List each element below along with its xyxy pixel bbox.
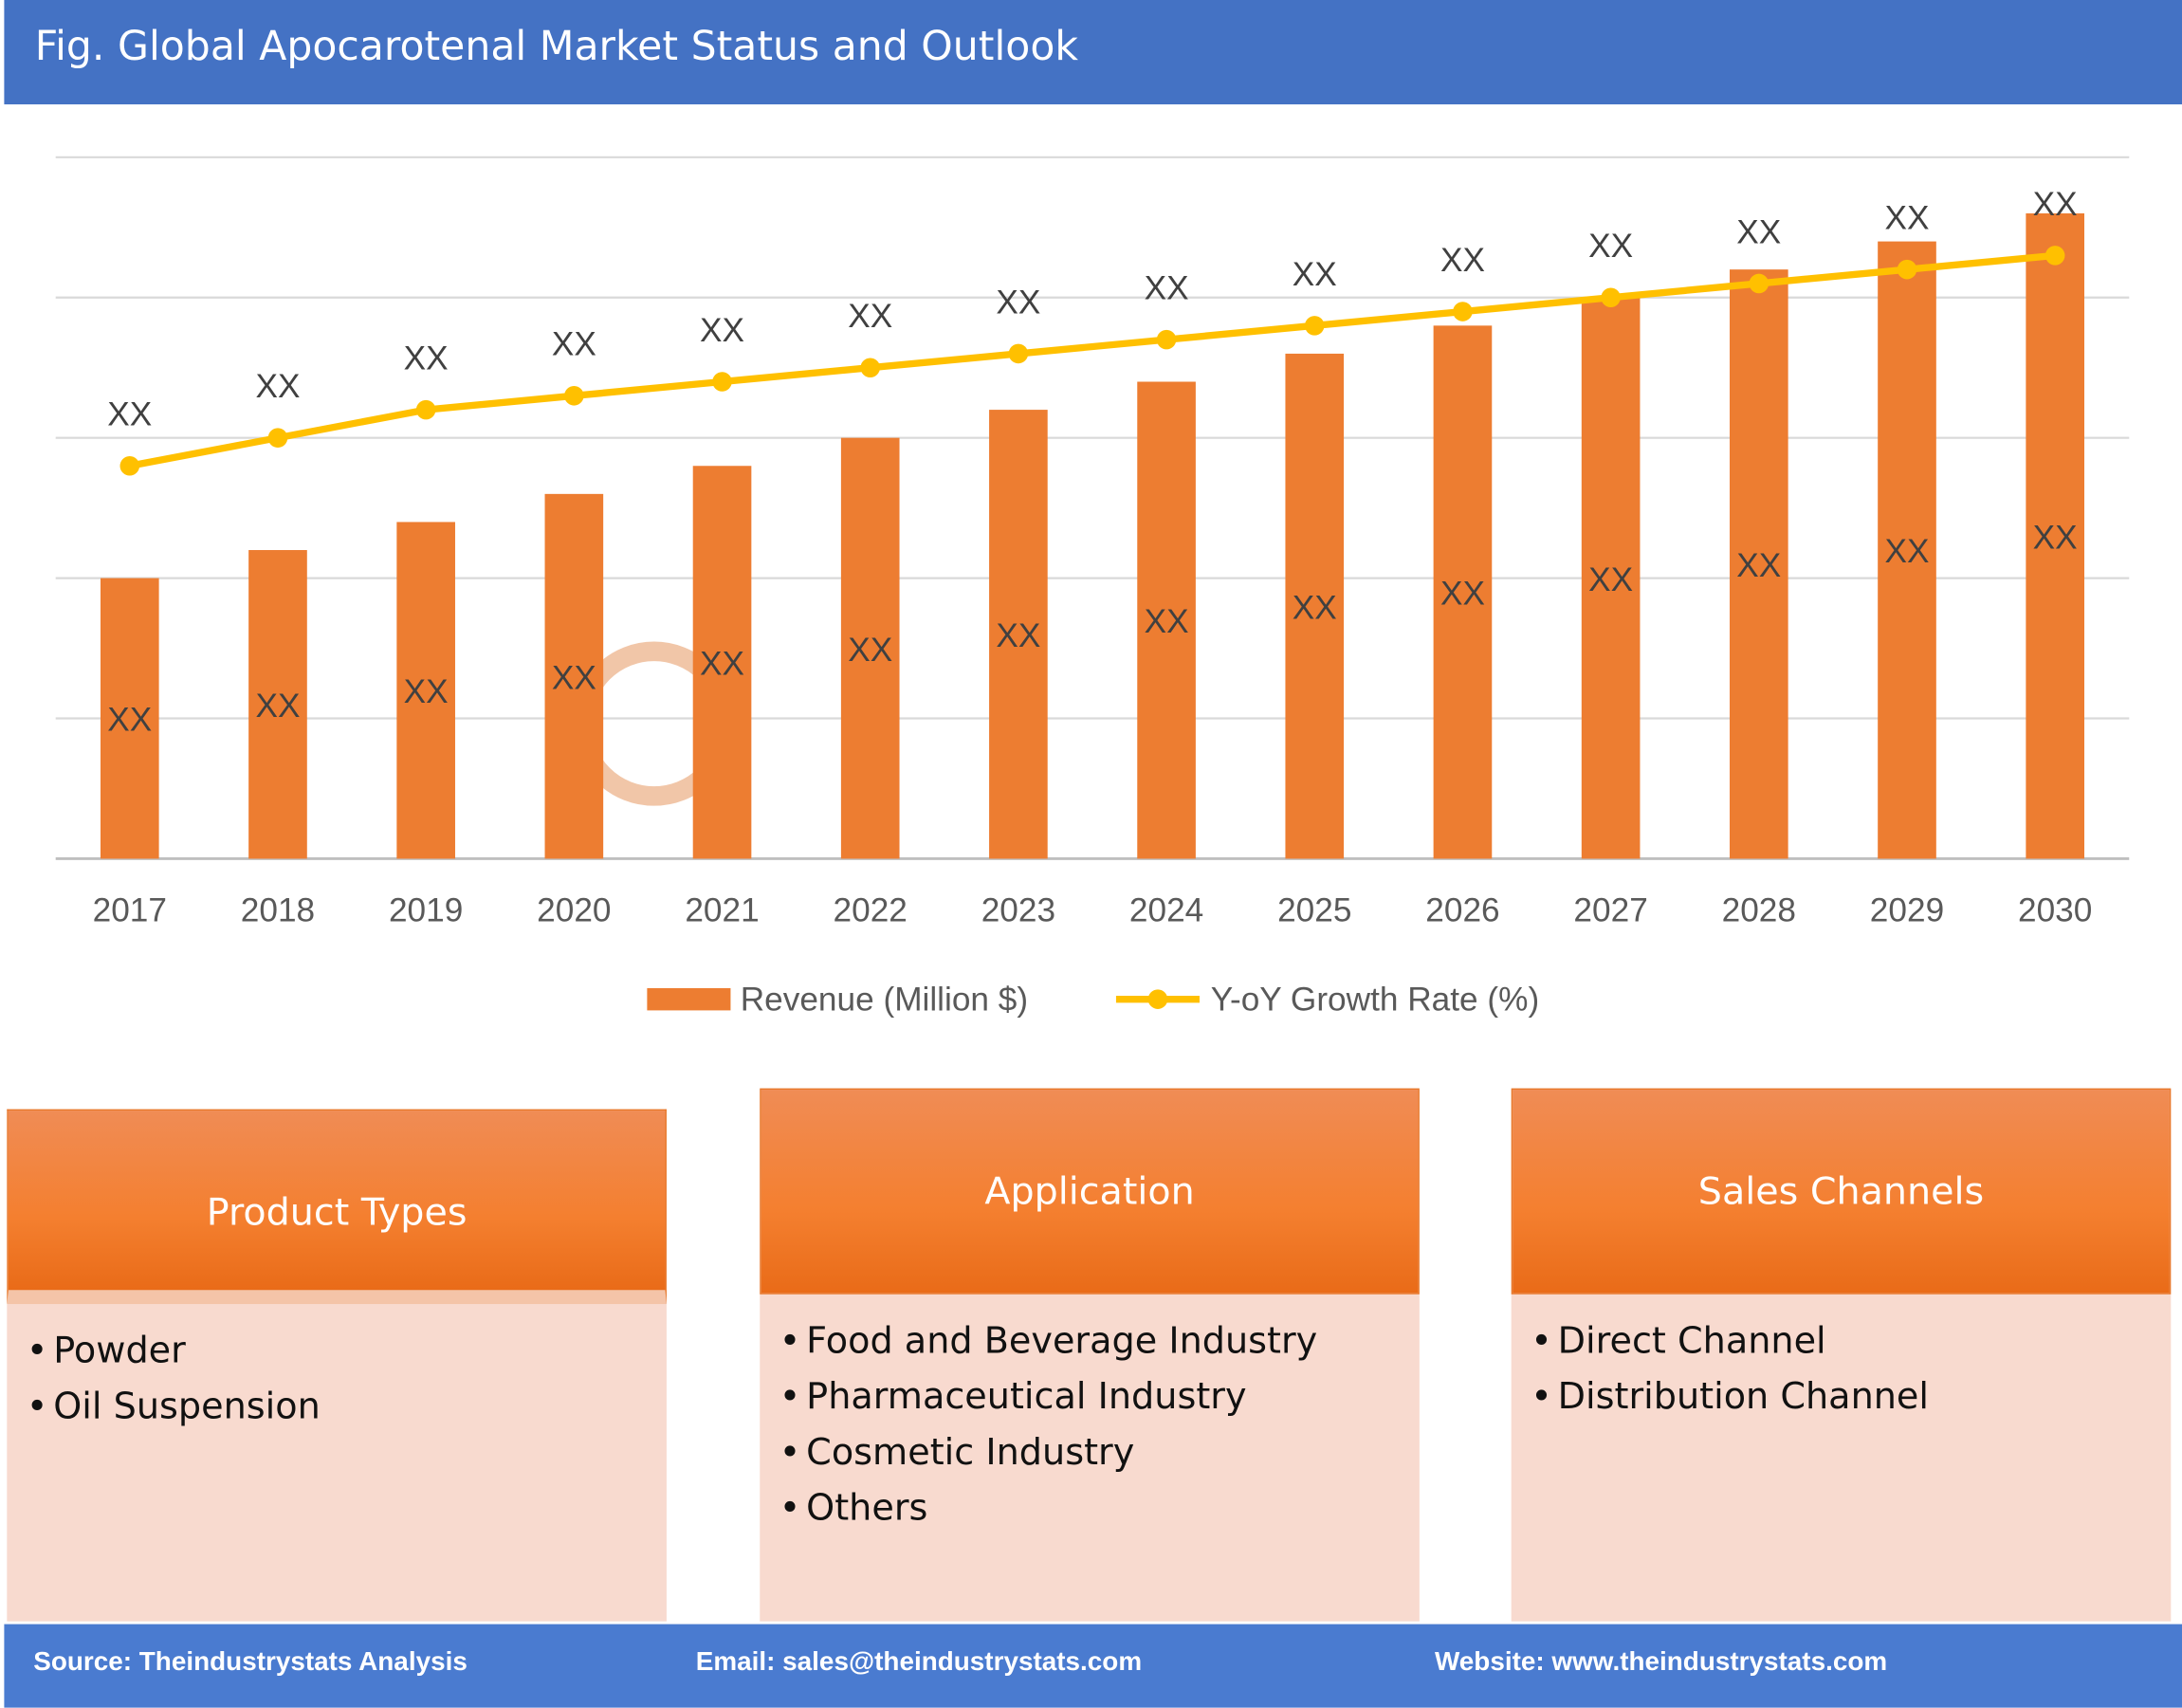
line-data-label: XX: [1145, 270, 1189, 307]
list-item: Others: [779, 1480, 1420, 1536]
line-data-label: XX: [848, 298, 892, 335]
line-data-label: XX: [107, 396, 152, 433]
bar-2029: [1878, 241, 1936, 859]
bar-data-label: XX: [1293, 589, 1337, 626]
line-data-label: XX: [2033, 186, 2078, 223]
growth-point-2019: [415, 399, 436, 420]
card-header: Application: [760, 1088, 1420, 1295]
x-tick-label: 2023: [981, 891, 1055, 928]
growth-point-2024: [1156, 329, 1177, 350]
card-application: Application Food and Beverage IndustryPh…: [760, 1088, 1420, 1622]
bar-data-label: XX: [1588, 561, 1633, 598]
bar-2021: [692, 466, 752, 859]
x-tick-label: 2017: [93, 891, 167, 928]
bar-2019: [396, 522, 455, 859]
footer-website[interactable]: Website: www.theindustrystats.com: [1434, 1647, 1888, 1678]
bar-2023: [989, 410, 1048, 859]
bar-2028: [1729, 269, 1788, 859]
bar-data-label: XX: [255, 688, 300, 725]
x-tick-label: 2025: [1277, 891, 1351, 928]
list-item: Direct Channel: [1531, 1313, 2171, 1369]
growth-point-2028: [1749, 273, 1769, 294]
list-item: Pharmaceutical Industry: [779, 1369, 1420, 1425]
bar-data-label: XX: [996, 617, 1040, 654]
list-item: Cosmetic Industry: [779, 1425, 1420, 1481]
line-data-label: XX: [552, 326, 596, 363]
growth-point-2020: [564, 386, 584, 406]
bar-2024: [1137, 381, 1196, 859]
list-item: Powder: [27, 1324, 667, 1380]
growth-point-2022: [860, 358, 880, 377]
growth-point-2029: [1897, 259, 1917, 280]
card-title: Application: [984, 1170, 1195, 1214]
list-item: Oil Suspension: [27, 1379, 667, 1435]
bar-data-label: XX: [1736, 547, 1781, 584]
x-tick-label: 2021: [685, 891, 759, 928]
bar-2027: [1581, 297, 1641, 859]
bar-data-label: XX: [1440, 576, 1485, 613]
card-header: Sales Channels: [1511, 1088, 2172, 1295]
chart: XX 2017 XX 2018 XX 2019 XX 2020 XX 2021 XX 2022 XX 20…: [55, 156, 2130, 1018]
list-item: Food and Beverage Industry: [779, 1313, 1420, 1369]
line-data-label: XX: [1293, 256, 1337, 293]
card-title: Sales Channels: [1697, 1170, 1985, 1214]
x-tick-label: 2024: [1129, 891, 1203, 928]
line-data-label: XX: [1736, 213, 1781, 250]
footer: Source: Theindustrystats Analysis Email:…: [4, 1624, 2182, 1708]
bar-2025: [1285, 353, 1345, 859]
x-tick-label: 2030: [2018, 891, 2092, 928]
growth-point-2018: [267, 428, 288, 448]
footer-source: Source: Theindustrystats Analysis: [33, 1647, 468, 1678]
bar-data-label: XX: [700, 646, 744, 683]
bar-2030: [2026, 212, 2085, 859]
title-bar: Fig. Global Apocarotenal Market Status a…: [4, 0, 2182, 105]
x-tick-label: 2022: [834, 891, 908, 928]
bar-2026: [1433, 325, 1493, 859]
line-data-label: XX: [1885, 200, 1930, 237]
x-tick-label: 2019: [389, 891, 463, 928]
bar-data-label: XX: [552, 659, 596, 696]
bar-2017: [100, 578, 159, 859]
line-data-label: XX: [1588, 228, 1633, 265]
footer-email[interactable]: Email: sales@theindustrystats.com: [695, 1647, 1143, 1678]
growth-point-2021: [712, 372, 732, 392]
page-title: Fig. Global Apocarotenal Market Status a…: [34, 22, 1079, 70]
bar-data-label: XX: [848, 632, 892, 669]
x-tick-label: 2029: [1870, 891, 1944, 928]
growth-line: [129, 251, 2056, 469]
bar-2020: [544, 493, 604, 859]
bar-2022: [840, 437, 900, 859]
card-sales-channels: Sales Channels Direct ChannelDistributio…: [1511, 1088, 2172, 1622]
line-data-label: XX: [404, 340, 449, 377]
line-data-label: XX: [255, 368, 300, 405]
list-item: Distribution Channel: [1531, 1369, 2171, 1425]
card-header: Product Types: [7, 1109, 667, 1305]
legend-revenue: Revenue (Million $): [741, 981, 1028, 1018]
x-tick-label: 2020: [537, 891, 611, 928]
bar-data-label: XX: [107, 702, 152, 739]
growth-point-2030: [2044, 246, 2065, 266]
card-title: Product Types: [206, 1191, 468, 1235]
line-data-label: XX: [1440, 242, 1485, 279]
legend-growth: Y-oY Growth Rate (%): [1211, 981, 1539, 1018]
bar-2018: [248, 550, 307, 859]
x-tick-label: 2018: [241, 891, 315, 928]
growth-point-2027: [1601, 287, 1621, 308]
x-tick-label: 2026: [1425, 891, 1499, 928]
legend-line-marker: [1147, 989, 1168, 1009]
growth-point-2026: [1453, 302, 1473, 321]
bar-data-label: XX: [404, 673, 449, 710]
card-product-types: Product Types PowderOil Suspension: [7, 1109, 667, 1622]
growth-point-2025: [1304, 316, 1325, 336]
bar-data-label: XX: [2033, 519, 2078, 556]
bar-data-label: XX: [1145, 603, 1189, 640]
line-data-label: XX: [996, 284, 1040, 321]
growth-point-2023: [1008, 343, 1029, 364]
bar-data-label: XX: [1885, 533, 1930, 570]
legend-bar-swatch: [647, 987, 731, 1011]
line-data-label: XX: [700, 312, 744, 349]
x-tick-label: 2027: [1573, 891, 1647, 928]
growth-point-2017: [119, 455, 140, 476]
x-tick-label: 2028: [1722, 891, 1796, 928]
